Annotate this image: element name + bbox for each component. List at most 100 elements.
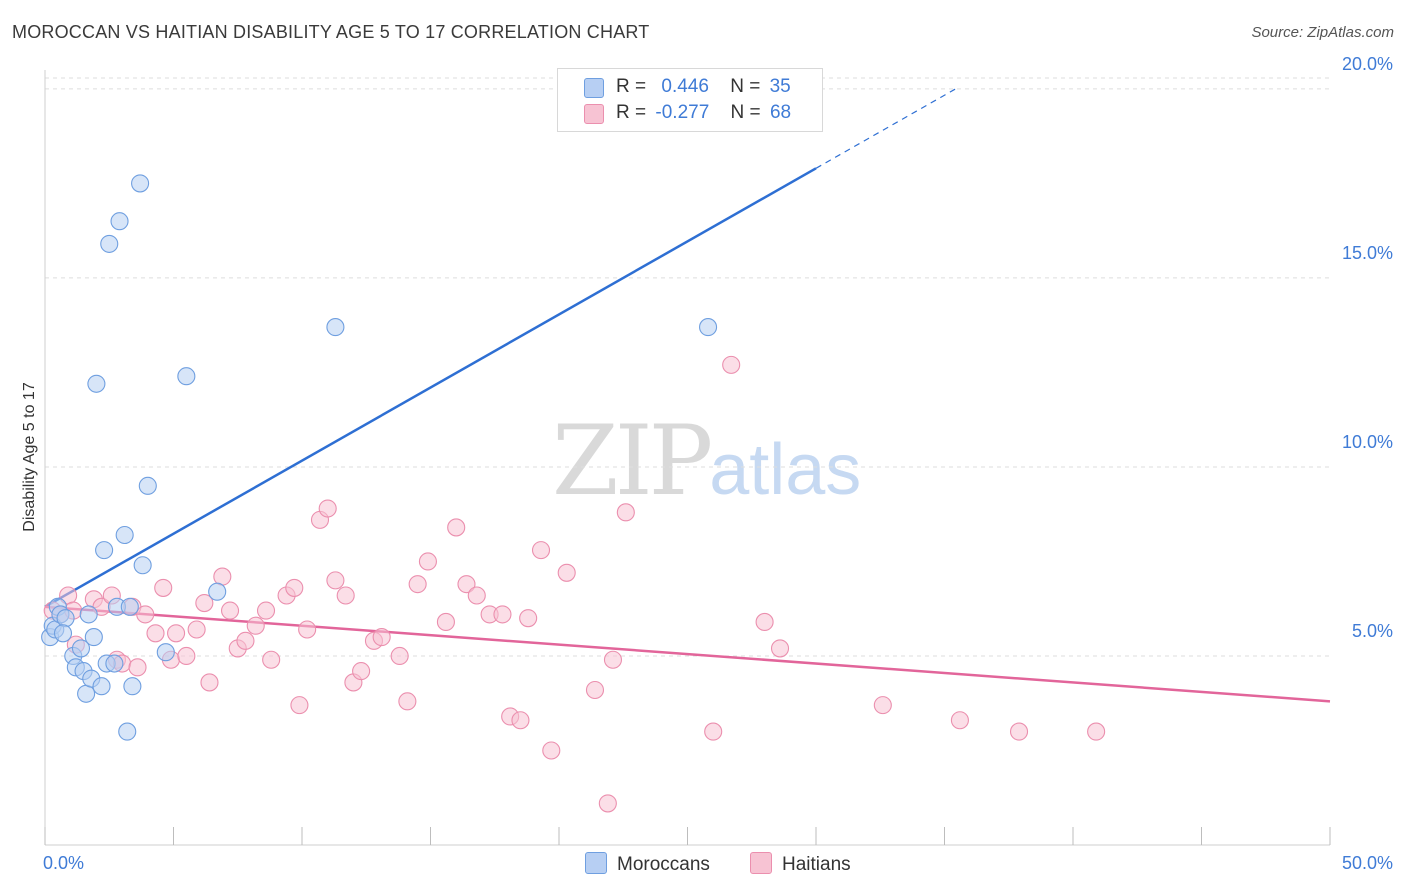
moroccan-point (138, 476, 157, 495)
bottom-legend-haitians: Haitians (750, 852, 851, 876)
haitian-point (128, 658, 147, 677)
moroccan-point (87, 374, 106, 393)
haitian-point (298, 620, 317, 639)
moroccan-point (123, 677, 142, 696)
haitian-point (372, 628, 391, 647)
moroccan-point (120, 597, 139, 616)
moroccan-point (115, 525, 134, 545)
haitian-point (408, 575, 427, 594)
haitian-point (467, 586, 486, 605)
watermark-atlas: atlas (709, 430, 862, 510)
moroccan-point (100, 234, 119, 253)
moroccan-point (84, 628, 103, 647)
moroccan-point (156, 643, 175, 662)
bottom-legend-swatch-moroccans (585, 852, 607, 874)
haitian-point (542, 741, 561, 760)
haitian-point (290, 696, 309, 715)
legend-r-value: 0.446 (661, 76, 709, 97)
haitian-point (187, 620, 206, 639)
haitian-point (1009, 722, 1029, 741)
bottom-legend-moroccans: Moroccans (585, 852, 710, 876)
bottom-legend-label-haitians: Haitians (782, 854, 851, 875)
haitian-point (770, 639, 790, 658)
haitian-point (447, 518, 466, 537)
haitian-point (285, 578, 304, 597)
chart-title: MOROCCAN VS HAITIAN DISABILITY AGE 5 TO … (12, 22, 650, 42)
moroccan-point (133, 556, 152, 575)
moroccan-point (71, 639, 91, 658)
haitian-point (557, 563, 576, 582)
moroccan-point (208, 582, 227, 601)
moroccan-trendline-extension (815, 87, 958, 169)
haitian-point (616, 503, 635, 522)
x-tick-label-max: 50.0% (1342, 853, 1393, 873)
watermark: ZIPatlas (552, 405, 861, 517)
source-label: Source: ZipAtlas.com (1251, 24, 1394, 41)
haitian-point (950, 711, 969, 730)
haitian-point (167, 624, 186, 643)
y-tick-label: 15.0% (1342, 243, 1393, 263)
moroccan-point (77, 684, 96, 703)
moroccan-point (110, 212, 129, 231)
legend-r-value: -0.277 (655, 102, 710, 123)
haitian-point (246, 616, 265, 635)
haitian-point (236, 631, 255, 650)
haitian-point (519, 609, 538, 628)
haitian-point (531, 541, 551, 560)
moroccan-point (118, 722, 137, 741)
moroccan-point (177, 367, 196, 386)
haitian-point (390, 646, 409, 666)
haitian-point (398, 692, 417, 711)
legend-swatch-moroccans (584, 78, 604, 98)
haitian-point (220, 601, 240, 620)
haitian-point (146, 624, 165, 643)
label-layer: 5.0% 10.0% 15.0% 20.0% 0.0% 50.0% Disability A… (21, 54, 1393, 873)
haitian-point (457, 575, 476, 594)
haitian-point (177, 646, 196, 666)
moroccan-point (699, 318, 718, 337)
haitian-point (722, 355, 741, 374)
haitian-point (873, 696, 892, 715)
legend-r-label: R = (616, 102, 647, 123)
axis-layer (44, 70, 1331, 846)
haitian-point (318, 499, 337, 518)
haitian-point (704, 722, 723, 741)
haitian-point (511, 711, 530, 730)
bottom-legend-label-moroccans: Moroccans (617, 854, 710, 875)
legend-swatch-haitians (584, 104, 604, 124)
moroccan-point (56, 609, 75, 628)
haitian-point (585, 680, 605, 700)
haitian-point (195, 593, 214, 613)
grid-layer (45, 77, 1330, 657)
haitian-point (493, 605, 512, 624)
legend-n-value: 35 (769, 76, 791, 97)
moroccan-point (79, 605, 98, 624)
points-layer (41, 174, 1106, 813)
watermark-zip: ZIP (552, 405, 713, 517)
haitian-point (262, 650, 281, 669)
y-tick-label: 20.0% (1342, 54, 1393, 74)
y-tick-label: 10.0% (1342, 432, 1393, 452)
haitian-point (603, 650, 623, 669)
haitian-point (436, 612, 455, 632)
moroccan-trendline (44, 167, 817, 608)
y-axis-label: Disability Age 5 to 17 (21, 382, 38, 532)
haitian-point (200, 673, 219, 692)
haitian-point (326, 571, 345, 590)
haitian-point (418, 552, 437, 571)
moroccan-point (131, 174, 150, 193)
haitian-point (598, 794, 617, 813)
bottom-legend-swatch-haitians (750, 852, 772, 874)
haitian-point (1087, 722, 1106, 741)
haitian-point (136, 605, 155, 624)
legend-r-label: R = (616, 76, 647, 97)
correlation-legend: R = 0.446 N = 35 R = -0.277 N = 68 (557, 68, 823, 132)
moroccan-point (105, 654, 124, 673)
y-tick-label: 5.0% (1352, 621, 1393, 641)
x-tick-label-min: 0.0% (43, 853, 84, 873)
legend-n-value: 68 (769, 102, 792, 123)
legend-n-label: N = (730, 102, 761, 123)
haitian-point (154, 578, 173, 597)
moroccan-point (95, 541, 114, 560)
